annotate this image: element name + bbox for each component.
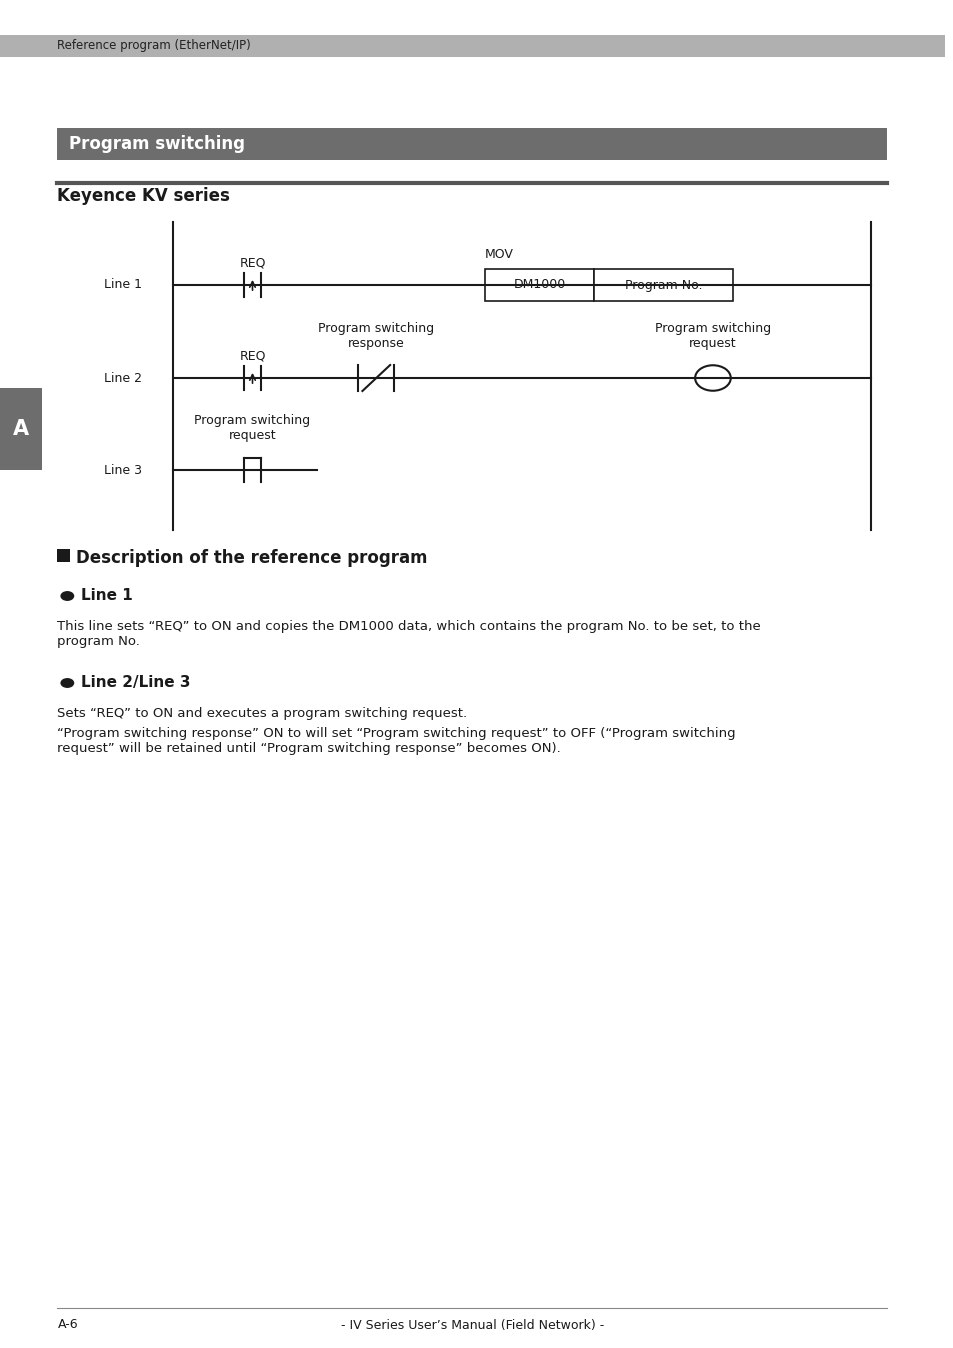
Bar [485,270,594,301]
Ellipse shape [60,678,74,687]
Text: Description of the reference program: Description of the reference program [76,549,427,568]
Text: Line 1: Line 1 [104,279,142,291]
Text: DM1000: DM1000 [513,279,565,291]
Bar [57,128,886,160]
Bar [57,549,71,562]
Text: Program switching
request: Program switching request [194,414,311,442]
Text: MOV: MOV [485,248,514,262]
Text: A: A [12,419,29,439]
Text: Line 2: Line 2 [104,372,142,384]
Text: - IV Series User’s Manual (Field Network) -: - IV Series User’s Manual (Field Network… [340,1318,603,1332]
Bar [0,35,943,57]
Text: Line 1: Line 1 [81,589,132,604]
Text: REQ: REQ [239,349,266,363]
Text: Program No.: Program No. [624,279,701,291]
Text: REQ: REQ [239,256,266,270]
Text: Program switching: Program switching [70,135,245,154]
Text: Reference program (EtherNet/IP): Reference program (EtherNet/IP) [57,39,251,53]
Text: “Program switching response” ON to will set “Program switching request” to OFF (: “Program switching response” ON to will … [57,727,736,755]
Text: Sets “REQ” to ON and executes a program switching request.: Sets “REQ” to ON and executes a program … [57,706,467,720]
Text: Program switching
request: Program switching request [654,322,770,350]
Text: Line 3: Line 3 [104,464,142,476]
Bar [0,388,42,470]
Ellipse shape [695,365,730,391]
Text: This line sets “REQ” to ON and copies the DM1000 data, which contains the progra: This line sets “REQ” to ON and copies th… [57,620,760,648]
Text: Line 2/Line 3: Line 2/Line 3 [81,675,191,690]
Ellipse shape [60,590,74,601]
Bar [594,270,732,301]
Text: A-6: A-6 [57,1318,78,1332]
Text: Keyence KV series: Keyence KV series [57,187,230,205]
Text: Program switching
response: Program switching response [318,322,434,350]
